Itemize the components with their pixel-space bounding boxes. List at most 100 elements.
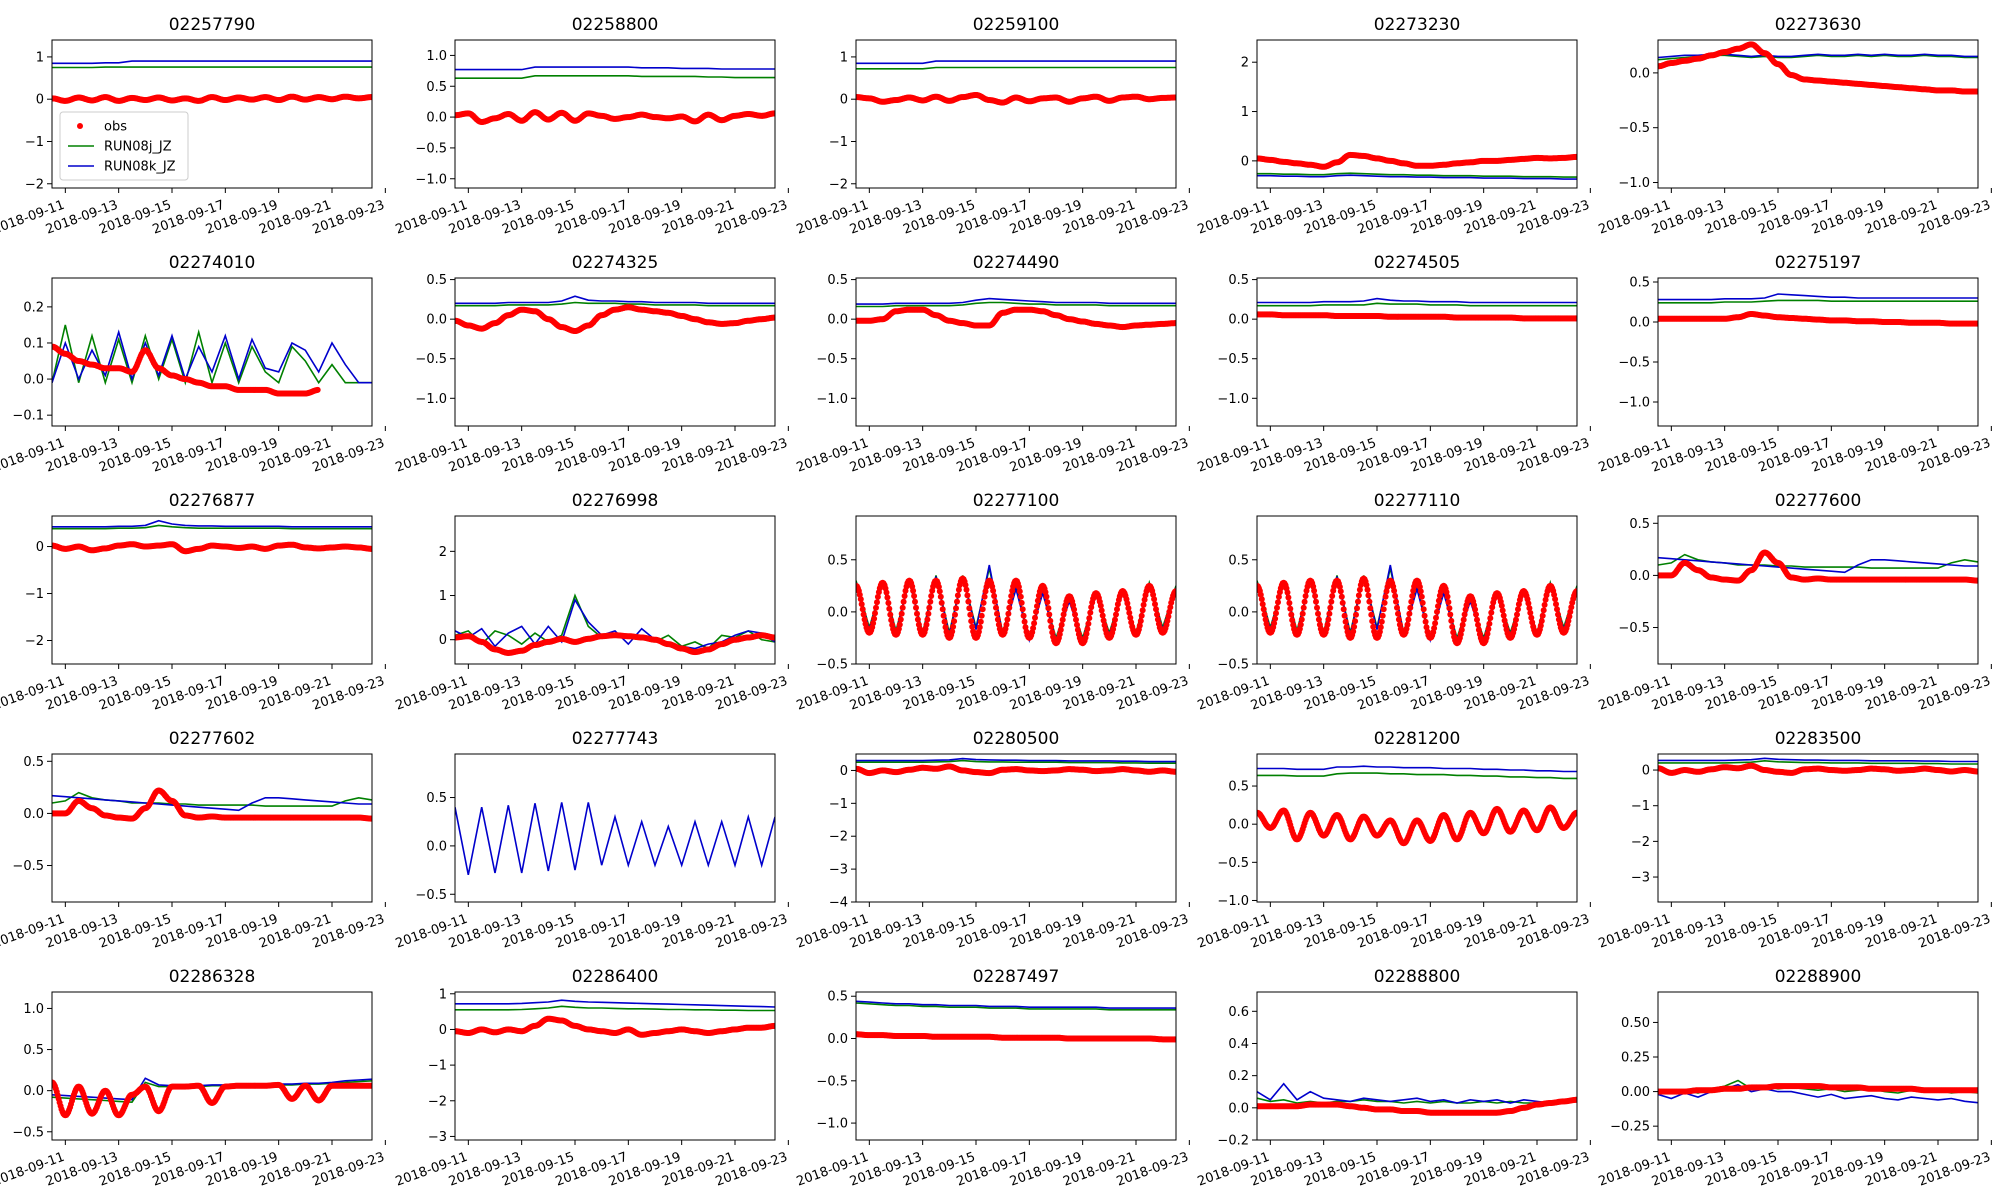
obs-dot xyxy=(911,593,918,599)
obs-dot xyxy=(1367,605,1374,612)
obs-dot xyxy=(1153,606,1159,613)
obs-dot xyxy=(952,611,958,618)
subplot-title: 02258800 xyxy=(572,15,659,35)
obs-dot xyxy=(1489,604,1496,611)
subplot-title: 02273630 xyxy=(1775,15,1862,35)
series-group xyxy=(455,66,775,125)
obs-dot xyxy=(1173,320,1176,327)
obs-dot xyxy=(940,612,947,619)
obs-dot xyxy=(954,592,961,599)
obs-dot xyxy=(936,588,943,595)
plot-frame xyxy=(51,515,373,665)
obs-dot xyxy=(897,616,904,623)
obs-dot xyxy=(1016,588,1023,595)
obs-dot xyxy=(1297,621,1304,628)
series-line-RUN08j_JZ xyxy=(52,524,372,530)
obs-dot xyxy=(979,606,986,613)
plot-frame xyxy=(454,515,776,665)
obs-dot xyxy=(1315,616,1322,623)
obs-dot xyxy=(1364,586,1371,593)
obs-dot xyxy=(1126,609,1133,616)
obs-dot xyxy=(1299,610,1306,617)
obs-dot xyxy=(914,616,921,623)
subplot-02277110: 02277110−0.50.00.52018-09-112018-09-1320… xyxy=(1196,491,1592,714)
obs-dot xyxy=(1474,616,1480,623)
obs-dot xyxy=(1419,599,1426,606)
obs-dot xyxy=(1461,611,1468,618)
obs-dot xyxy=(1488,609,1495,616)
obs-dot xyxy=(927,598,934,605)
obs-dot xyxy=(1366,598,1373,605)
obs-dot xyxy=(1472,606,1479,613)
series-dots-obs xyxy=(1658,41,1978,95)
series-dots-obs xyxy=(1658,311,1978,327)
obs-dot xyxy=(1355,598,1361,605)
series-dots-obs xyxy=(856,92,1176,106)
obs-dot xyxy=(1339,599,1346,606)
obs-dot xyxy=(1343,624,1350,631)
series-dots-obs xyxy=(856,575,1176,647)
obs-dot xyxy=(977,618,984,625)
obs-dot xyxy=(1259,601,1266,608)
obs-dot xyxy=(1007,598,1014,605)
obs-dot xyxy=(1498,602,1505,609)
y-tick-label: −2 xyxy=(25,177,44,192)
y-tick-label: −1.0 xyxy=(1618,396,1650,411)
obs-dot xyxy=(1008,593,1015,599)
y-tick-label: −1.0 xyxy=(1618,176,1650,191)
plot-frame xyxy=(51,277,373,427)
series-line-RUN08k_JZ xyxy=(1257,174,1577,180)
y-tick-label: 0 xyxy=(1241,154,1249,169)
obs-dot xyxy=(1369,618,1376,625)
obs-dot xyxy=(887,611,894,618)
obs-dot xyxy=(1325,616,1332,623)
obs-dot xyxy=(910,587,917,594)
y-tick-label: −1.0 xyxy=(415,392,447,407)
subplot-02274505: 02274505−1.0−0.50.00.52018-09-112018-09-… xyxy=(1196,253,1592,476)
obs-dot xyxy=(857,596,864,603)
obs-dot xyxy=(896,621,903,628)
obs-dot xyxy=(939,606,946,613)
obs-dot xyxy=(1311,587,1318,594)
obs-dot xyxy=(913,604,919,611)
obs-dot xyxy=(1030,625,1037,632)
obs-dot xyxy=(1378,618,1385,625)
obs-dot xyxy=(1004,616,1011,623)
obs-dot xyxy=(1365,592,1372,599)
obs-dot xyxy=(994,616,1001,623)
obs-dot xyxy=(1338,593,1345,600)
plot-frame xyxy=(1256,277,1578,427)
subplot-title: 02274490 xyxy=(973,253,1060,273)
obs-dot xyxy=(1045,605,1052,612)
series-group xyxy=(1257,297,1577,322)
obs-dot xyxy=(1327,604,1334,611)
obs-dot xyxy=(1431,625,1438,632)
obs-dot xyxy=(1111,621,1118,628)
obs-dot xyxy=(860,611,867,618)
obs-dot xyxy=(1353,611,1359,618)
series-line-RUN08j_JZ xyxy=(856,66,1176,70)
obs-dot xyxy=(1460,616,1467,623)
obs-dot xyxy=(991,593,998,599)
series-group xyxy=(455,593,775,656)
obs-dot xyxy=(968,618,975,625)
y-tick-label: 0.0 xyxy=(426,313,447,328)
obs-dot xyxy=(1042,589,1049,596)
obs-dot xyxy=(884,594,891,601)
plot-frame xyxy=(855,277,1177,427)
obs-dot xyxy=(1337,588,1344,595)
y-tick-label: −1 xyxy=(829,135,848,150)
y-tick-label: 1 xyxy=(36,50,44,65)
obs-dot xyxy=(1350,628,1357,635)
series-group xyxy=(856,564,1176,647)
subplot-title: 02274010 xyxy=(169,253,256,273)
obs-dot xyxy=(1445,599,1452,606)
series-line-RUN08j_JZ xyxy=(455,75,775,79)
y-tick-label: 0.0 xyxy=(426,111,447,126)
obs-dot xyxy=(1047,617,1054,624)
series-group xyxy=(52,60,372,104)
obs-dot xyxy=(1084,626,1091,632)
obs-dot xyxy=(1048,623,1055,630)
y-tick-label: −0.5 xyxy=(415,141,447,156)
